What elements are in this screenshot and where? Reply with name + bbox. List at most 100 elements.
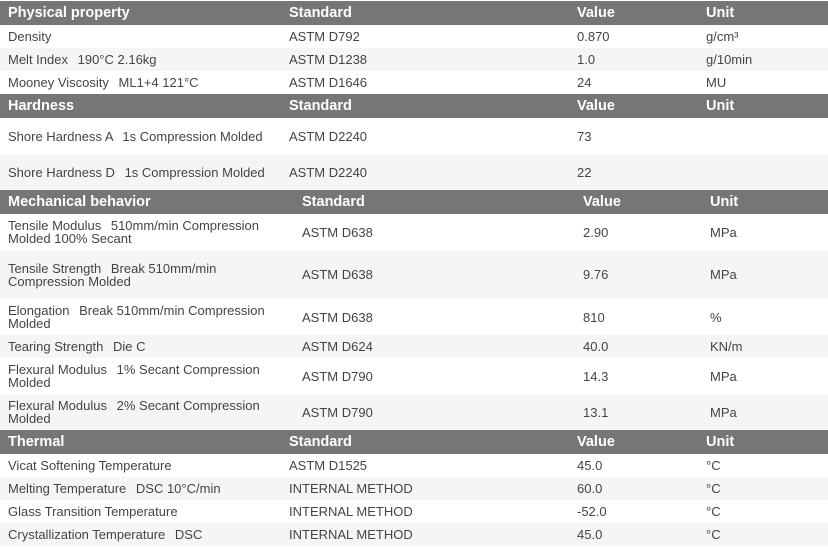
value-cell: 22 — [577, 164, 592, 180]
property-name: Crystallization Temperature — [8, 527, 166, 542]
table-row: Flexural Modulus 1% Secant Compression M… — [0, 358, 828, 394]
property-name: Mooney Viscosity — [8, 75, 109, 90]
section-hardness: Hardness Standard Value Unit Shore Hardness … — [0, 94, 828, 190]
value-cell: 810 — [583, 309, 605, 325]
standard-cell: ASTM D1646 — [289, 75, 368, 90]
property-name: Flexural Modulus — [8, 398, 107, 413]
property-cell: Mooney Viscosity ML1+4 121°C — [0, 76, 281, 89]
unit-cell: MPa — [710, 267, 737, 282]
table-row: Crystallization Temperature DSC INTERNAL … — [0, 523, 828, 546]
table-row: Shore Hardness D 1s Compression Molded AS… — [0, 154, 828, 190]
table-row: Glass Transition Temperature INTERNAL MET… — [0, 500, 828, 523]
section-title: Hardness — [8, 98, 75, 114]
standard-cell: ASTM D638 — [302, 267, 373, 282]
property-cell: Vicat Softening Temperature — [0, 459, 281, 472]
column-header: Value — [577, 434, 615, 450]
value-cell: 60.0 — [577, 481, 603, 496]
section-header: Thermal Standard Value Unit — [0, 430, 828, 454]
value-cell: 2.90 — [583, 224, 609, 240]
value-cell: 13.1 — [583, 404, 609, 420]
property-name: Elongation — [8, 303, 70, 318]
test-condition: DSC — [174, 527, 203, 542]
section-header: Physical property Standard Value Unit — [0, 1, 828, 25]
value-cell: -52.0 — [577, 504, 607, 519]
unit-cell: KN/m — [710, 339, 743, 354]
test-condition: 1s Compression Molded — [124, 164, 265, 180]
value-cell: 9.76 — [583, 267, 609, 282]
test-condition: 2% Secant Compression Molded — [8, 398, 260, 426]
unit-cell: °C — [706, 527, 721, 542]
column-header: Unit — [706, 5, 735, 21]
value-cell: 73 — [577, 128, 592, 144]
test-condition: 1s Compression Molded — [122, 128, 263, 144]
standard-cell: ASTM D624 — [302, 339, 373, 354]
property-cell: Melt Index 190°C 2.16kg — [0, 53, 281, 66]
standard-cell: ASTM D792 — [289, 29, 360, 44]
property-cell: Tensile Modulus 510mm/min Compression Mo… — [0, 219, 294, 245]
property-name: Tensile Strength — [8, 260, 102, 276]
standard-cell: INTERNAL METHOD — [289, 481, 413, 496]
section-title: Thermal — [8, 434, 65, 450]
table-row: Tensile Modulus 510mm/min Compression Mo… — [0, 214, 828, 250]
value-cell: 24 — [577, 75, 592, 90]
test-condition: ML1+4 121°C — [118, 75, 199, 90]
property-cell: Flexural Modulus 1% Secant Compression M… — [0, 363, 294, 389]
section-header: Mechanical behavior Standard Value Unit — [0, 190, 828, 214]
standard-cell: ASTM D790 — [302, 368, 373, 384]
standard-cell: ASTM D1238 — [289, 52, 368, 67]
value-cell: 45.0 — [577, 458, 603, 473]
standard-cell: ASTM D790 — [302, 404, 373, 420]
property-name: Glass Transition Temperature — [8, 504, 178, 519]
column-header: Value — [583, 194, 621, 210]
table-row: Tearing Strength Die C ASTM D624 40.0 KN/m — [0, 335, 828, 358]
unit-cell: °C — [706, 481, 721, 496]
table-row: Melting Temperature DSC 10°C/min INTERNAL… — [0, 477, 828, 500]
property-cell: Shore Hardness A 1s Compression Molded — [0, 130, 281, 143]
column-header: Unit — [706, 98, 735, 114]
test-condition: 510mm/min Compression Molded 100% Secant — [8, 218, 259, 246]
property-name: Flexural Modulus — [8, 362, 107, 377]
unit-cell: MPa — [710, 404, 737, 420]
section-title: Mechanical behavior — [8, 194, 151, 210]
section-header: Hardness Standard Value Unit — [0, 94, 828, 118]
test-condition: DSC 10°C/min — [135, 481, 221, 496]
table-row: Flexural Modulus 2% Secant Compression M… — [0, 394, 828, 430]
test-condition: 190°C 2.16kg — [77, 52, 157, 67]
standard-cell: ASTM D1525 — [289, 458, 368, 473]
value-cell: 14.3 — [583, 368, 609, 384]
test-condition: Break 510mm/min Compression Molded — [8, 260, 217, 289]
test-condition: 1% Secant Compression Molded — [8, 362, 260, 390]
column-header: Standard — [289, 98, 352, 114]
property-cell: Density — [0, 30, 281, 43]
property-name: Vicat Softening Temperature — [8, 458, 172, 473]
standard-cell: ASTM D638 — [302, 309, 373, 325]
property-name: Shore Hardness D — [8, 164, 115, 180]
unit-cell: g/cm³ — [706, 29, 739, 44]
column-header: Standard — [302, 194, 365, 210]
standard-cell: ASTM D2240 — [289, 128, 368, 144]
section-thermal: Thermal Standard Value Unit Vicat Softening … — [0, 430, 828, 546]
section-physical-property: Physical property Standard Value Unit Densit… — [0, 1, 828, 94]
section-mechanical-behavior: Mechanical behavior Standard Value Unit Tens… — [0, 190, 828, 430]
test-condition: Die C — [113, 339, 146, 354]
property-cell: Tearing Strength Die C — [0, 340, 294, 353]
property-cell: Crystallization Temperature DSC — [0, 528, 281, 541]
value-cell: 45.0 — [577, 527, 603, 542]
property-name: Melt Index — [8, 52, 68, 67]
table-row: Vicat Softening Temperature ASTM D1525 45.… — [0, 454, 828, 477]
property-cell: Elongation Break 510mm/min Compression M… — [0, 304, 294, 330]
table-row: Density ASTM D792 0.870 g/cm³ — [0, 25, 828, 48]
property-name: Shore Hardness A — [8, 128, 113, 144]
standard-cell: INTERNAL METHOD — [289, 527, 413, 542]
table-row: Mooney Viscosity ML1+4 121°C ASTM D1646 24… — [0, 71, 828, 94]
column-header: Unit — [706, 434, 735, 450]
unit-cell: °C — [706, 504, 721, 519]
standard-cell: ASTM D638 — [302, 224, 373, 240]
column-header: Standard — [289, 5, 352, 21]
unit-cell: MPa — [710, 368, 737, 384]
value-cell: 40.0 — [583, 339, 609, 354]
property-name: Tearing Strength — [8, 339, 104, 354]
column-header: Value — [577, 5, 615, 21]
unit-cell: MU — [706, 75, 727, 90]
